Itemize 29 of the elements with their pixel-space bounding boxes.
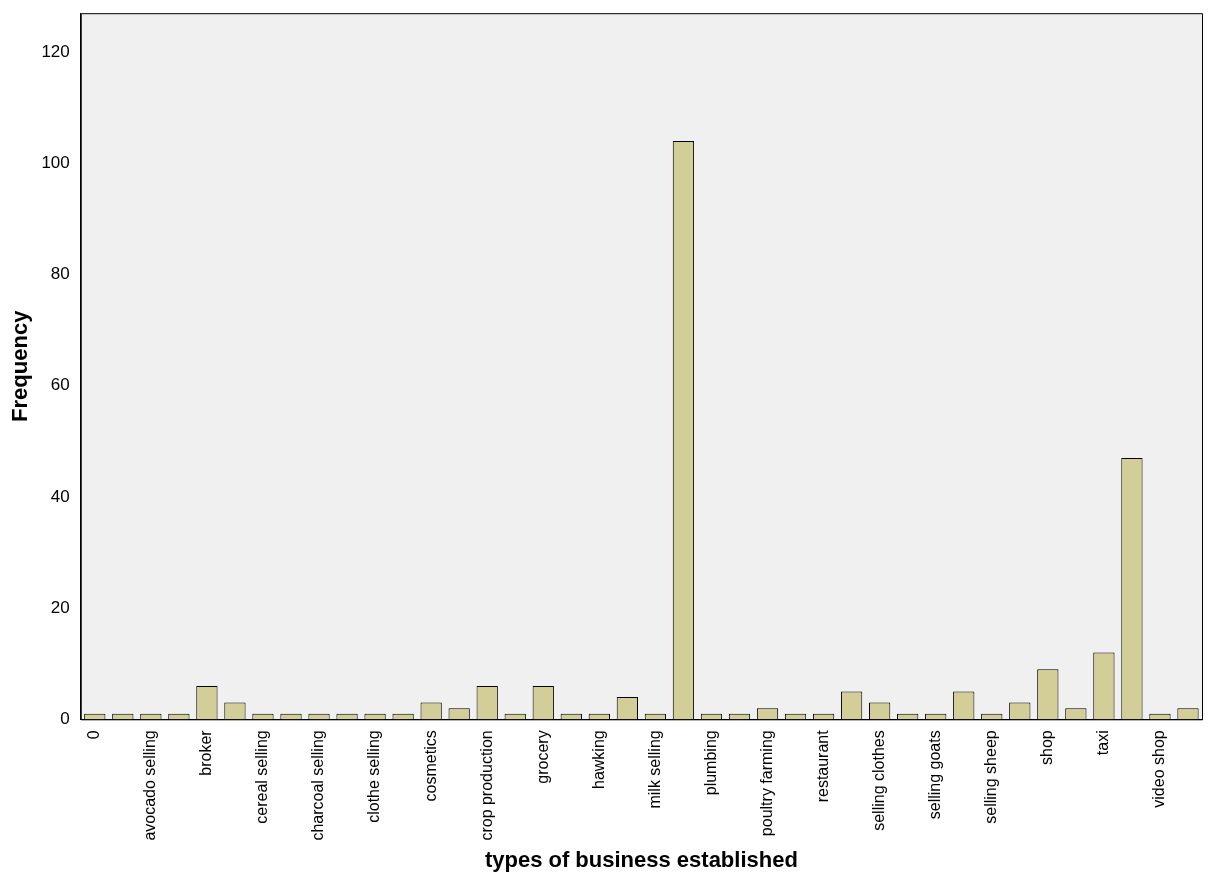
x-axis-title: types of business established [484,846,798,872]
y-tick-label: 20 [50,597,70,617]
x-tick-label: charcoal selling [309,730,327,841]
x-tick-label: poultry farming [757,730,775,837]
x-tick-label: taxi [1094,730,1112,756]
x-tick-label: grocery [533,730,551,784]
x-tick-label: clothe selling [365,730,383,823]
x-tick-label: milk selling [645,730,663,809]
y-tick-label: 80 [50,264,70,284]
x-tick-label: selling clothes [870,730,888,831]
x-tick-label: cereal selling [253,730,271,824]
x-tick-label: shop [1038,730,1056,766]
x-tick-label: selling sheep [982,730,1000,824]
y-axis-title: Frequency [7,309,33,422]
y-tick-label: 40 [50,486,70,506]
y-tick-label: 60 [50,375,70,395]
y-tick-label: 120 [41,41,70,61]
x-tick-label: cosmetics [421,730,439,802]
x-tick-label: hawking [589,730,607,790]
x-tick-label: crop production [477,730,495,841]
y-tick-label: 0 [60,708,70,728]
x-tick-label: avocado selling [141,730,159,841]
x-tick-label: video shop [1150,730,1168,808]
x-tick-label: broker [197,729,215,776]
x-tick-label: 0 [85,730,103,740]
y-tick-label: 100 [41,153,70,172]
x-tick-label: selling goats [926,730,944,820]
x-tick-label: plumbing [701,730,719,796]
x-tick-label: restaurant [813,729,831,803]
